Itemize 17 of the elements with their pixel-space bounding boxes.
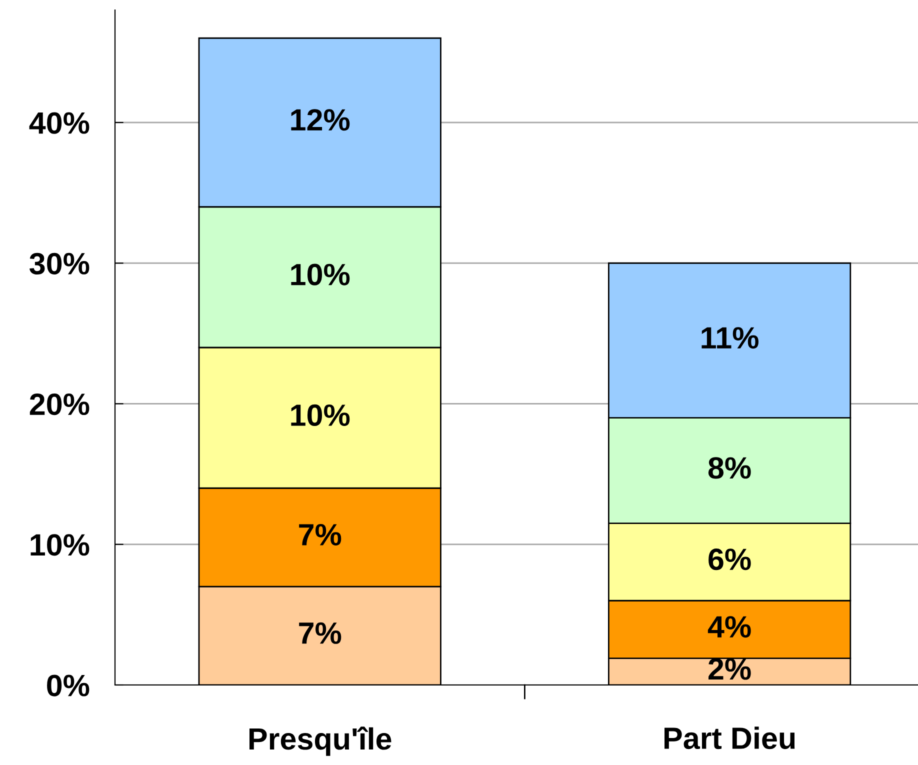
- y-tick-label: 30%: [30, 252, 90, 275]
- data-label: 12%: [291, 109, 350, 131]
- data-label: 7%: [299, 622, 342, 644]
- data-label: 7%: [299, 524, 342, 546]
- x-tick-label: Presqu'île: [249, 726, 392, 756]
- data-label: 10%: [291, 264, 350, 286]
- x-tick-label: Part Dieu: [664, 726, 795, 750]
- y-tick-label: 40%: [29, 112, 90, 134]
- data-label: 2%: [708, 658, 751, 680]
- y-tick-label: 20%: [30, 393, 90, 416]
- data-label: 4%: [708, 616, 751, 638]
- data-label: 11%: [702, 327, 758, 349]
- data-label: 6%: [708, 548, 751, 570]
- y-tick-label: 10%: [30, 534, 90, 556]
- data-label: 8%: [708, 457, 751, 479]
- data-label: 10%: [291, 404, 350, 426]
- y-tick-label: 0%: [47, 674, 90, 696]
